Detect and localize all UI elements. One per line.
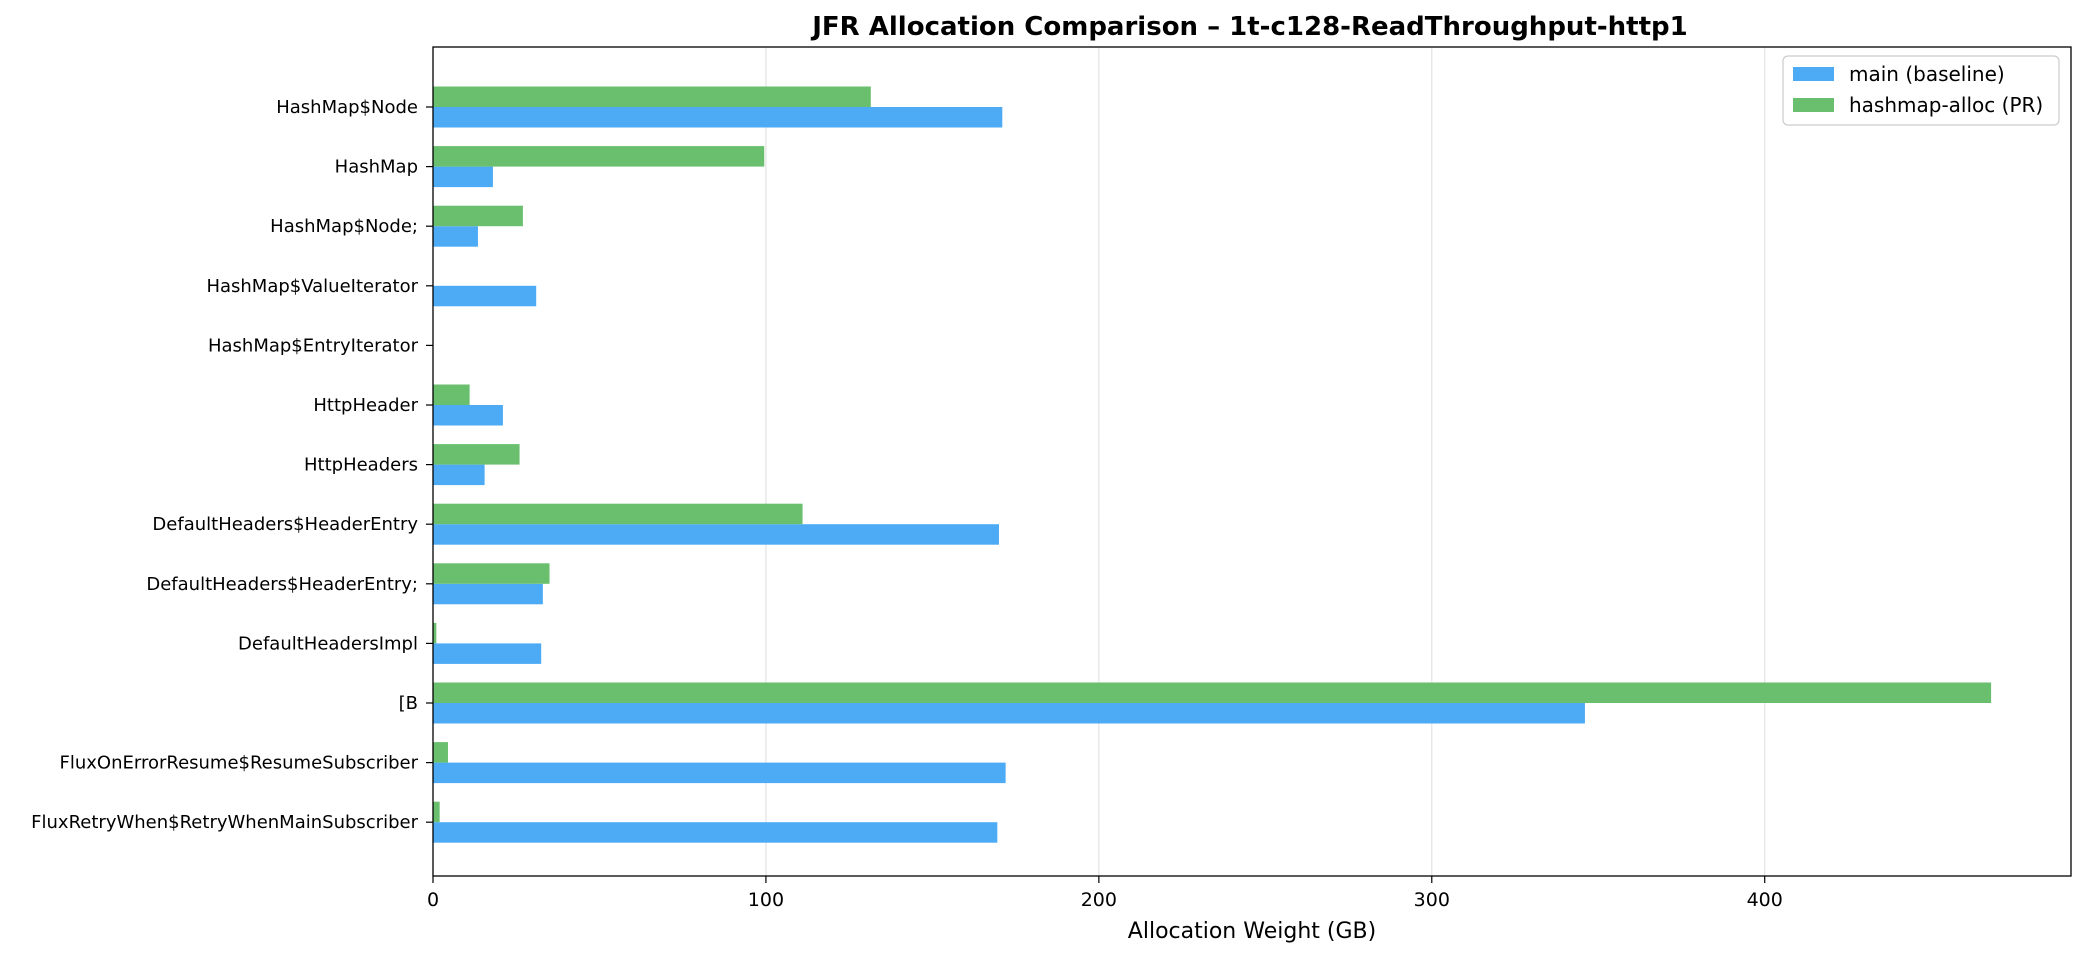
bar-pr-8 — [433, 563, 550, 584]
x-axis-label: Allocation Weight (GB) — [1128, 919, 1376, 944]
legend-label-1: hashmap-alloc (PR) — [1849, 93, 2043, 117]
x-axis: 0 100 200 300 400 — [427, 876, 1783, 911]
chart-title: JFR Allocation Comparison – 1t-c128-Read… — [810, 12, 1687, 42]
bar-baseline-11 — [433, 762, 1006, 784]
legend: main (baseline) hashmap-alloc (PR) — [1782, 55, 2060, 126]
bar-baseline-6 — [433, 464, 485, 486]
y-tick-label: HashMap — [335, 157, 418, 178]
y-tick-label: FluxRetryWhen$RetryWhenMainSubscriber — [31, 812, 418, 833]
bar-pr-10 — [433, 682, 1992, 703]
bar-pr-11 — [433, 742, 448, 763]
y-axis: HashMap$Node HashMap HashMap$Node; HashMap$… — [31, 97, 433, 833]
bar-pr-5 — [433, 384, 470, 405]
legend-swatch-1 — [1793, 98, 1834, 112]
y-tick-label: DefaultHeaders$HeaderEntry — [152, 514, 418, 535]
x-tick-label: 400 — [1747, 889, 1783, 911]
x-tick-label: 200 — [1081, 889, 1117, 911]
bar-baseline-8 — [433, 583, 543, 605]
y-tick-label: HashMap$Node; — [270, 216, 418, 237]
y-tick-label: HashMap$Node — [276, 97, 418, 118]
bar-pr-9 — [433, 622, 437, 644]
y-tick-label: FluxOnErrorResume$ResumeSubscriber — [60, 753, 419, 774]
bar-pr-12 — [433, 801, 440, 823]
bar-pr-2 — [433, 205, 523, 227]
y-tick-label: HttpHeaders — [304, 455, 418, 476]
legend-label-0: main (baseline) — [1849, 62, 2005, 86]
y-tick-label: [B — [399, 693, 418, 714]
bar-baseline-10 — [433, 703, 1585, 724]
grid-lines — [765, 47, 1766, 876]
bar-pr-1 — [433, 146, 765, 167]
bar-baseline-0 — [433, 107, 1003, 128]
y-tick-label: HashMap$EntryIterator — [208, 335, 419, 356]
bar-pr-0 — [433, 86, 871, 107]
bar-pr-7 — [433, 503, 803, 525]
y-tick-label: HttpHeader — [313, 395, 418, 416]
legend-box — [1782, 55, 2060, 126]
y-tick-label: DefaultHeaders$HeaderEntry; — [146, 574, 418, 595]
bar-baseline-1 — [433, 166, 493, 188]
bars — [433, 86, 1992, 843]
x-tick-label: 100 — [748, 889, 784, 911]
bar-baseline-12 — [433, 822, 998, 843]
bar-baseline-5 — [433, 405, 503, 426]
bar-pr-6 — [433, 444, 520, 465]
bar-baseline-3 — [433, 285, 537, 307]
legend-swatch-0 — [1793, 67, 1834, 81]
bar-baseline-7 — [433, 524, 999, 545]
y-tick-label: DefaultHeadersImpl — [238, 633, 418, 654]
bar-baseline-2 — [433, 226, 478, 247]
x-tick-label: 0 — [427, 889, 439, 911]
plot-area-frame — [432, 46, 2072, 877]
y-tick-label: HashMap$ValueIterator — [206, 276, 418, 297]
x-tick-label: 300 — [1414, 889, 1450, 911]
bar-baseline-9 — [433, 643, 542, 664]
